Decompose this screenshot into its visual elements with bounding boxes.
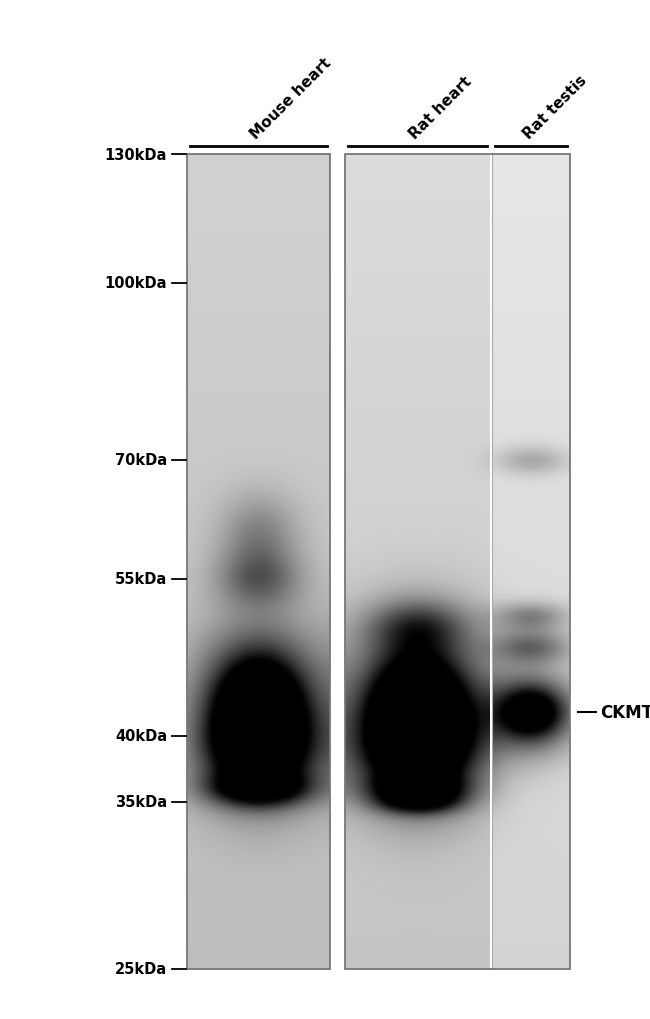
Text: 35kDa: 35kDa [115,795,167,810]
Text: 70kDa: 70kDa [115,453,167,468]
Bar [187,155,330,969]
Text: 130kDa: 130kDa [105,148,167,162]
Text: Rat testis: Rat testis [521,72,590,142]
Text: 100kDa: 100kDa [105,276,167,291]
Text: CKMT1A: CKMT1A [600,703,650,721]
Text: Rat heart: Rat heart [407,73,475,142]
Text: 25kDa: 25kDa [115,962,167,976]
Bar [345,155,570,969]
Text: Mouse heart: Mouse heart [248,55,335,142]
Text: 40kDa: 40kDa [115,729,167,744]
Text: 55kDa: 55kDa [115,572,167,587]
